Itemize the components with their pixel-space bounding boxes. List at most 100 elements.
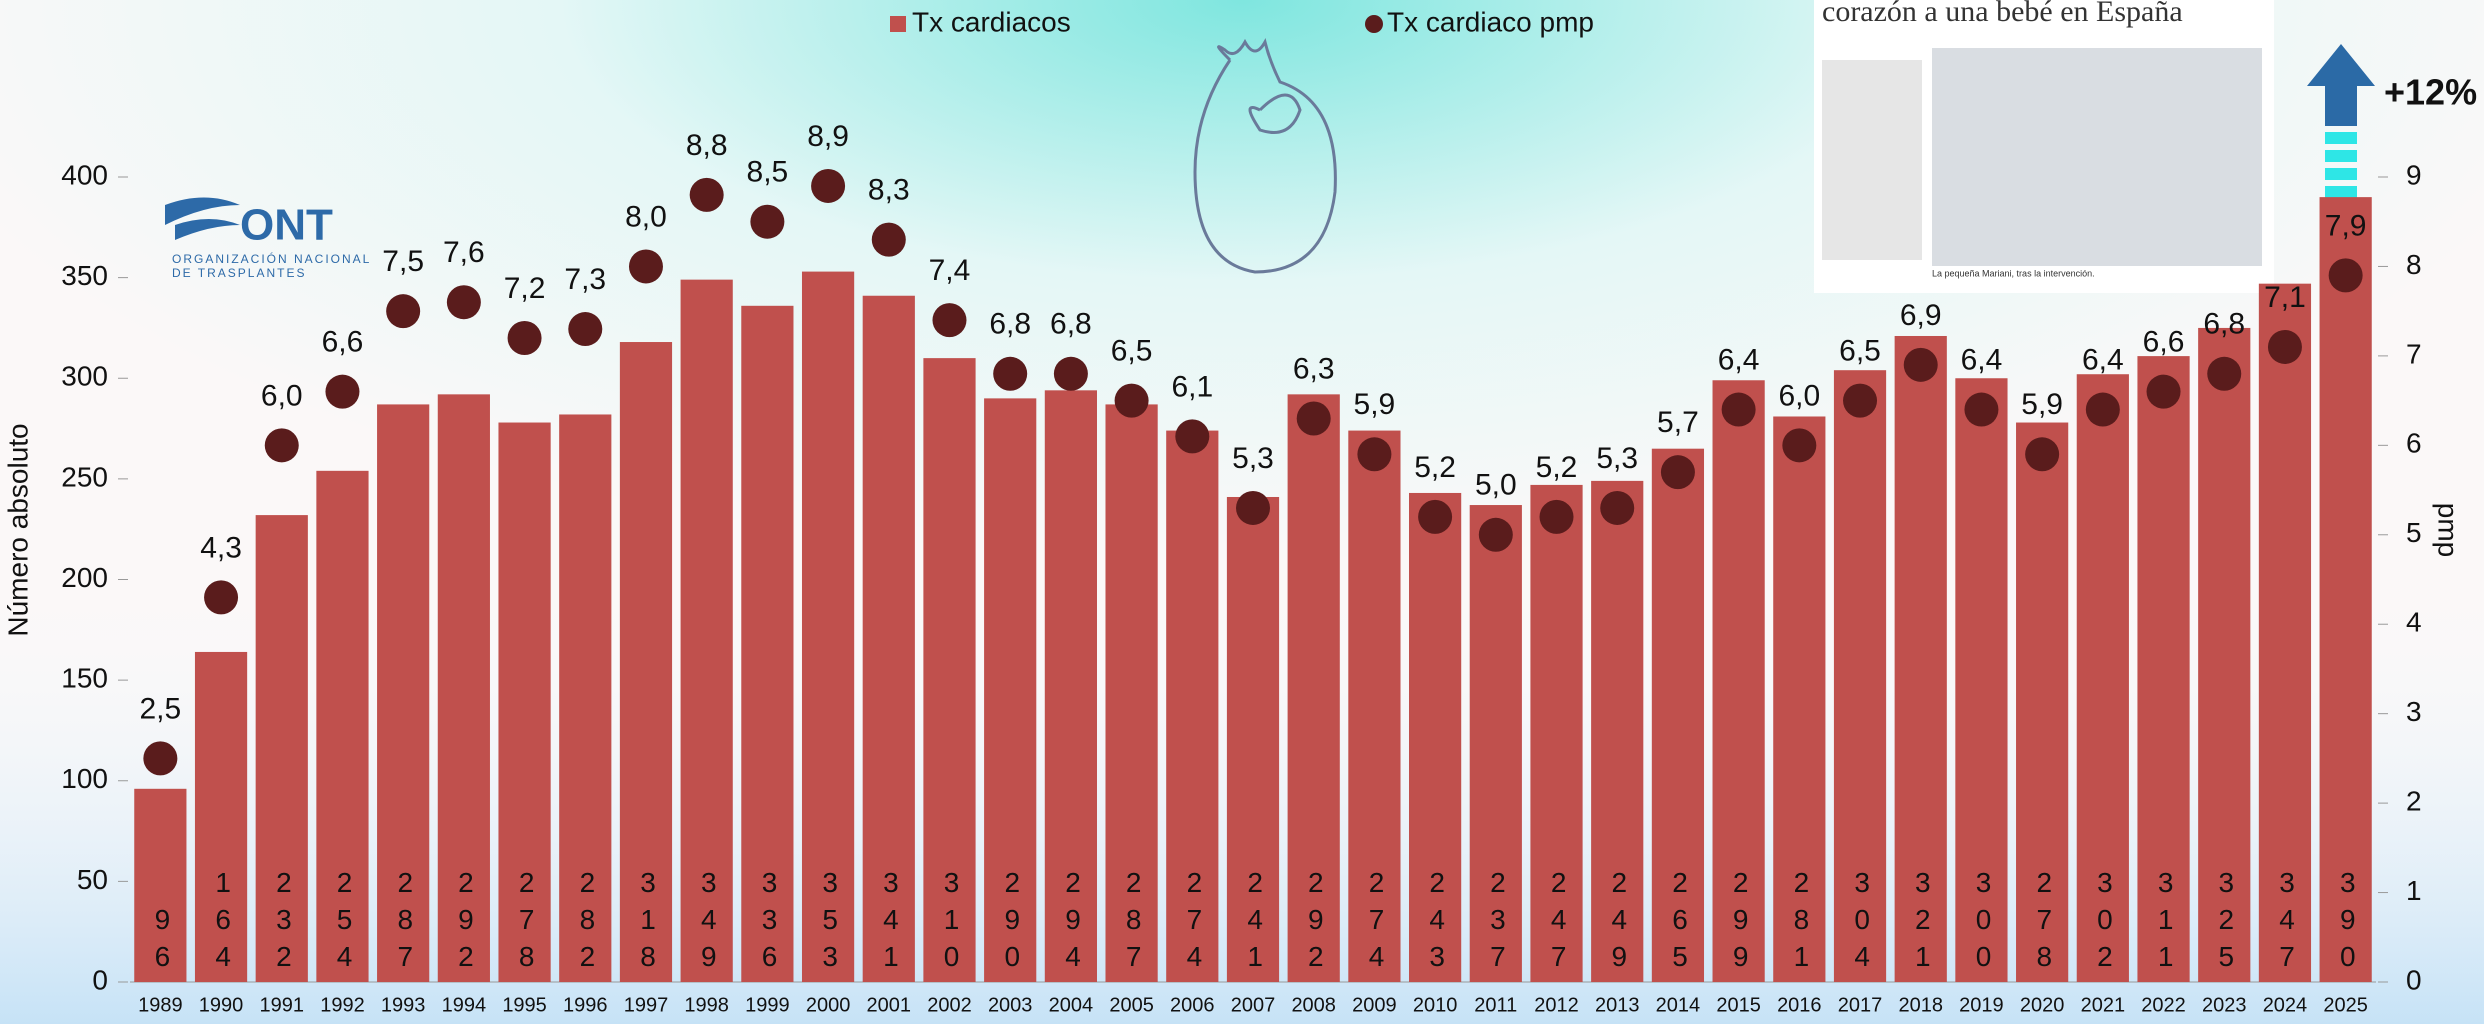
dot [932,303,967,338]
dot-label: 8,5 [747,156,789,189]
dot-label: 4,3 [200,531,242,564]
bar-label: 336 [754,867,785,978]
dot [1539,499,1574,534]
dot [993,356,1028,391]
dot-label: 5,0 [1475,469,1517,502]
y-tick-label: 50 [77,864,108,895]
dot [1053,356,1088,391]
y2-tick-label: 7 [2406,338,2422,369]
y-tick-label: 200 [61,562,108,593]
bar-label: 265 [1665,867,1696,978]
bar [680,279,733,982]
bar [2137,356,2190,982]
bar [862,295,915,982]
bar [2016,422,2069,982]
y2-axis-title: pmp [2433,503,2464,557]
bar [1409,492,1462,982]
x-tick-label: 2010 [1413,994,1458,1016]
dot-label: 6,0 [1778,379,1820,412]
dot-label: 5,2 [1414,451,1456,484]
dot-label: 6,9 [1900,299,1942,332]
arrow-bar [2325,150,2357,162]
bar-label: 278 [511,867,542,978]
bar-label: 237 [1482,867,1513,978]
bar [1955,378,2008,982]
dot-label: 5,3 [1596,442,1638,475]
dot [1357,437,1392,472]
x-tick-label: 2013 [1595,994,1640,1016]
y2-tick-label: 5 [2406,517,2422,548]
bar-label: 290 [997,867,1028,978]
dot-label: 8,0 [625,200,667,233]
bar-label: 300 [1968,867,1999,978]
bar-label: 274 [1361,867,1392,978]
legend-label: Tx cardiacos [912,6,1071,37]
news-headline: corazón a una bebé en España [1822,0,2183,28]
x-tick-label: 2004 [1049,994,1094,1016]
bar-label: 292 [450,867,481,978]
dot [507,321,542,355]
bar-label: 292 [1300,867,1331,978]
dot-label: 8,3 [868,174,910,207]
bar-label: 281 [1786,867,1817,978]
dot [568,312,603,347]
dot [1296,401,1331,436]
dot-label: 6,8 [989,308,1031,341]
x-tick-label: 2005 [1109,994,1154,1016]
x-tick-label: 2009 [1352,994,1397,1016]
news-text [1822,60,1922,260]
y-tick-label: 300 [61,361,108,392]
x-tick-label: 2012 [1534,994,1579,1016]
arrow-bar [2325,186,2357,198]
x-tick-label: 1992 [320,994,365,1016]
x-tick-label: 1999 [745,994,790,1016]
x-tick-label: 1993 [381,994,426,1016]
arrow-bar [2325,168,2357,180]
dot [1660,455,1695,490]
dot-label: 6,4 [1961,343,2003,376]
dot [2025,437,2060,472]
dot-label: 7,6 [443,236,485,269]
dot-label: 7,2 [504,272,546,305]
dot-label: 7,4 [929,254,971,287]
dot [264,428,299,463]
x-tick-label: 1994 [442,994,487,1016]
y-tick-label: 350 [61,260,108,291]
dot-label: 6,1 [1171,370,1213,403]
heart-sketch [1193,37,1337,274]
x-tick-label: 1996 [563,994,608,1016]
dot [1721,392,1756,427]
bar [1894,335,1947,982]
x-tick-label: 2015 [1716,994,1761,1016]
x-tick-label: 2007 [1231,994,1276,1016]
dot [1418,499,1453,534]
y2-tick-label: 6 [2406,428,2422,459]
bar [194,651,248,982]
x-tick-label: 1995 [502,994,547,1016]
x-tick-label: 2023 [2202,994,2247,1016]
dot [143,741,178,776]
x-tick-label: 2014 [1656,994,1701,1016]
bar [2076,374,2129,983]
y2-tick-label: 4 [2406,607,2422,638]
news-photo [1932,48,2262,266]
dot-label: 7,3 [564,263,606,296]
bar-label: 353 [815,867,846,978]
dot [2146,374,2181,409]
bar [1651,448,1705,982]
dot-label: 7,1 [2264,281,2306,314]
dot [1114,383,1149,418]
bar [1469,505,1522,982]
y-tick-label: 100 [61,763,108,794]
bar [2258,283,2312,983]
bar [1105,404,1158,983]
logo-wings [165,197,240,240]
dot-label: 6,4 [1718,343,1760,376]
dot-label: 8,8 [686,129,728,162]
dot-label: 6,6 [322,326,364,359]
x-tick-label: 1997 [624,994,669,1016]
legend-label: Tx cardiaco pmp [1387,6,1594,37]
bar-label: 278 [2029,867,2060,978]
x-tick-label: 1998 [684,994,729,1016]
